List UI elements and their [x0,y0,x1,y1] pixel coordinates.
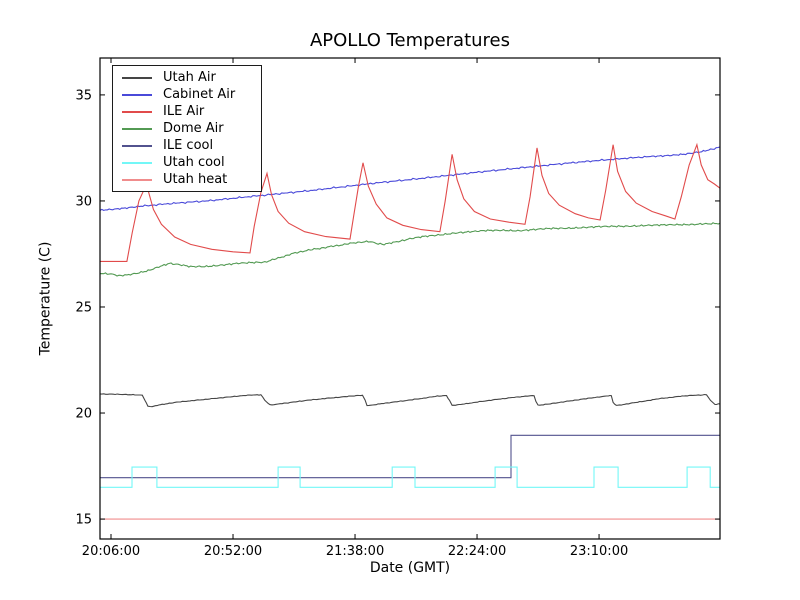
x-tick-label: 20:06:00 [82,544,140,559]
y-tick-label: 30 [75,194,92,209]
y-axis-label: Temperature (C) [37,241,54,356]
legend-item-ile-air: ILE Air [122,103,261,120]
series-cabinet-air [100,146,720,211]
legend-item-utah-cool: Utah cool [122,154,261,171]
x-tick-label: 23:10:00 [570,544,628,559]
series-group [100,142,720,520]
x-axis-label: Date (GMT) [369,560,451,576]
series-dome-air [100,222,720,277]
legend-swatch [122,93,152,96]
series-ile-air [100,142,720,262]
legend-label: Dome Air [163,121,224,136]
chart-title: APOLLO Temperatures [309,30,511,51]
y-tick-label: 25 [75,300,92,315]
x-tick-label: 20:52:00 [204,544,262,559]
legend-swatch [122,127,152,130]
x-tick-label: 21:38:00 [326,544,384,559]
series-utah-cool [100,466,720,488]
legend-item-utah-heat: Utah heat [122,171,261,188]
y-tick-label: 20 [75,407,92,422]
legend: Utah Air Cabinet Air ILE Air Dome Air ILE co… [112,65,262,192]
legend-item-utah-air: Utah Air [122,69,261,86]
legend-swatch [122,178,152,181]
legend-label: ILE cool [163,138,214,153]
legend-label: Utah cool [163,155,225,170]
legend-swatch [122,110,152,113]
legend-swatch [122,76,152,79]
legend-item-cabinet-air: Cabinet Air [122,86,261,103]
legend-label: Utah heat [163,172,228,187]
legend-swatch [122,161,152,164]
series-ile-cool [100,434,720,479]
x-tick-label: 22:24:00 [448,544,506,559]
legend-item-dome-air: Dome Air [122,120,261,137]
legend-label: ILE Air [163,104,205,119]
legend-item-ile-cool: ILE cool [122,137,261,154]
series-utah-air [100,393,720,408]
legend-label: Utah Air [163,70,216,85]
legend-swatch [122,144,152,147]
y-tick-label: 35 [75,88,92,103]
legend-label: Cabinet Air [163,87,236,102]
y-tick-label: 15 [75,513,92,528]
plot-border [99,57,721,540]
